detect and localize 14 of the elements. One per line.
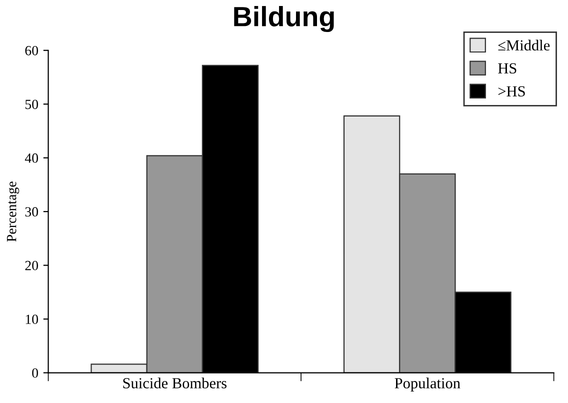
- legend-label: HS: [498, 63, 516, 74]
- y-tick-label: 50: [25, 100, 38, 110]
- y-tick-label: 0: [32, 368, 38, 378]
- x-tick-label: Population: [394, 378, 460, 392]
- y-tick-label: 40: [24, 153, 38, 163]
- y-tick-label: 30: [25, 207, 38, 217]
- y-axis-title: Percentage: [7, 182, 20, 242]
- y-tick-label: 20: [25, 260, 38, 270]
- legend-label: >HS: [498, 86, 525, 96]
- y-tick-label: 10: [26, 314, 38, 324]
- chart-title: Bildung: [234, 6, 334, 32]
- legend-label: ≤Middle: [498, 40, 550, 51]
- x-tick-label: Suicide Bombers: [123, 378, 227, 388]
- y-tick-label: 60: [25, 46, 38, 56]
